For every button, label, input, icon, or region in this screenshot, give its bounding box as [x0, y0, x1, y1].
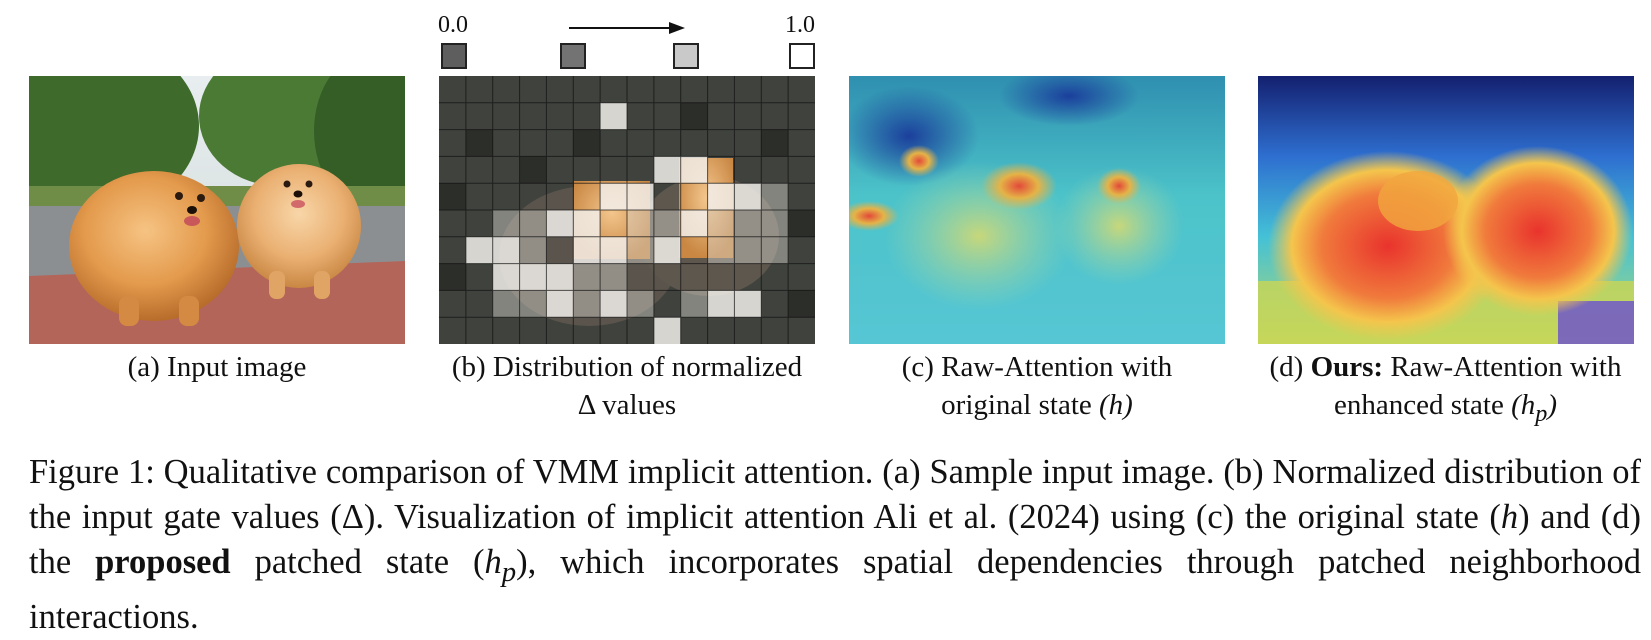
caption-math-hp-sub: p: [501, 555, 517, 588]
caption-d-rest: Raw-Attention with: [1383, 351, 1622, 383]
caption-math-h: h: [1500, 498, 1519, 536]
scale-swatch: [673, 43, 699, 69]
input-image: [29, 76, 405, 344]
caption-d-line2: enhanced state (hp): [1240, 386, 1651, 433]
caption-b-line1: (b) Distribution of normalized: [451, 351, 803, 383]
caption-d-math: (hp): [1511, 389, 1558, 427]
caption-d: (d) Ours: Raw-Attention with enhanced st…: [1240, 348, 1651, 433]
caption-part1: Figure 1: Qualitative comparison of VMM …: [29, 453, 1641, 536]
scale-swatch: [789, 43, 815, 69]
scale-swatch: [560, 43, 586, 69]
caption-b-line2: Δ values: [411, 386, 843, 424]
caption-a: (a) Input image: [127, 351, 307, 383]
caption-d-math-h: (h: [1511, 389, 1536, 421]
raw-attention-original-image: [849, 76, 1225, 344]
caption-math-hp: hp: [484, 543, 517, 588]
scale-swatch: [441, 43, 467, 69]
caption-proposed: proposed: [95, 543, 231, 581]
gate-distribution-image: [439, 76, 815, 344]
figure-caption: Figure 1: Qualitative comparison of VMM …: [29, 450, 1641, 640]
caption-b-values: values: [594, 389, 677, 421]
right-arrow-icon: [569, 22, 685, 34]
caption-part2: ) and (d) the: [29, 498, 1641, 581]
caption-d-line1: (d) Ours: Raw-Attention with: [1240, 348, 1651, 386]
raw-attention-enhanced-image: [1258, 76, 1634, 344]
caption-d-ours: Ours:: [1310, 351, 1384, 383]
caption-b: (b) Distribution of normalized Δ values: [411, 348, 843, 424]
caption-math-hp-h: h: [484, 543, 502, 581]
caption-d-prefix: (d): [1269, 351, 1311, 383]
caption-c-line1: (c) Raw-Attention with: [901, 351, 1173, 383]
caption-c-state: original state: [941, 389, 1092, 421]
caption-c-math: (h): [1099, 389, 1133, 421]
caption-d-math-close: ): [1547, 389, 1558, 421]
caption-part3: patched state (: [230, 543, 485, 581]
scale-max-label: 1.0: [785, 12, 815, 38]
caption-c: (c) Raw-Attention with original state (h…: [837, 348, 1237, 424]
caption-part4: ), which incorporates spatial dependenci…: [29, 543, 1642, 636]
caption-d-state: enhanced state: [1333, 389, 1504, 421]
caption-d-math-sub: p: [1535, 399, 1548, 427]
delta-symbol: Δ: [577, 389, 595, 421]
caption-c-line2: original state (h): [837, 386, 1237, 424]
scale-min-label: 0.0: [438, 12, 468, 38]
